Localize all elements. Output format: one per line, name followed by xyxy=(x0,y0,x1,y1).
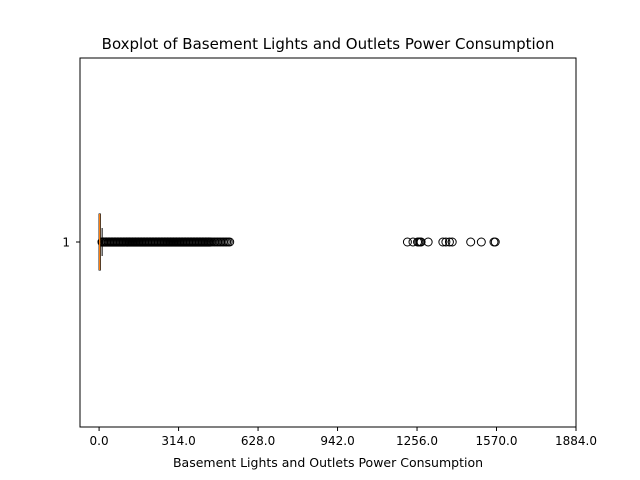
x-tick-label: 1570.0 xyxy=(476,434,518,448)
outlier-point xyxy=(438,237,448,247)
outlier-point xyxy=(225,237,235,247)
x-tick-label: 942.0 xyxy=(320,434,354,448)
y-tick-label: 1 xyxy=(62,236,70,250)
y-axis-ticks: 1 xyxy=(62,236,80,250)
x-axis-label: Basement Lights and Outlets Power Consum… xyxy=(173,455,483,470)
outlier-point xyxy=(441,237,451,247)
plot-area xyxy=(97,213,500,271)
x-tick-label: 0.0 xyxy=(90,434,109,448)
outlier-point xyxy=(423,237,433,247)
chart-title: Boxplot of Basement Lights and Outlets P… xyxy=(102,35,555,53)
x-tick-label: 1256.0 xyxy=(396,434,438,448)
outlier-point xyxy=(444,237,454,247)
outlier-point xyxy=(490,237,500,247)
x-tick-label: 1884.0 xyxy=(555,434,597,448)
outlier-point xyxy=(466,237,476,247)
outlier-point xyxy=(402,237,412,247)
outlier-point xyxy=(416,237,426,247)
x-tick-label: 628.0 xyxy=(241,434,275,448)
outlier-point xyxy=(476,237,486,247)
x-axis-ticks: 0.0 314.0 628.0 942.0 1256.0 1570.0 1884.0 xyxy=(90,427,597,448)
x-tick-label: 314.0 xyxy=(161,434,195,448)
outlier-point xyxy=(447,237,457,247)
